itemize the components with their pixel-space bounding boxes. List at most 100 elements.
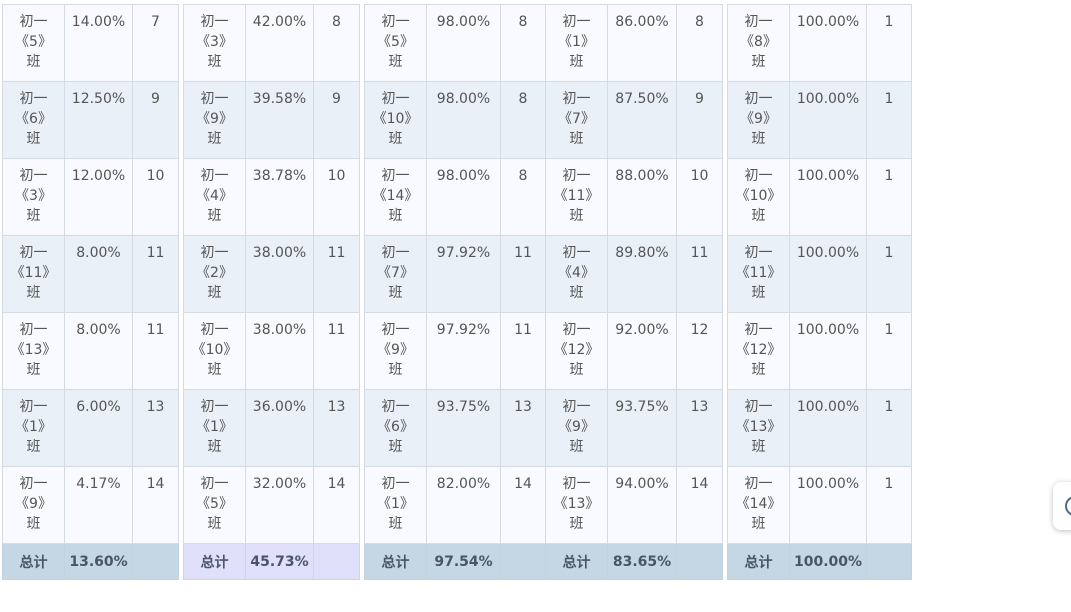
class-name-cell: 初一 《12》班 bbox=[545, 312, 608, 390]
table-row: 初一 《12》班 100.00% 1 bbox=[727, 312, 912, 390]
class-name-cell: 初一 《2》班 bbox=[183, 235, 246, 313]
class-name-cell: 初一 《14》班 bbox=[727, 466, 790, 544]
rank-cell: 9 bbox=[313, 81, 360, 159]
class-name-cell: 初一 《9》班 bbox=[364, 312, 427, 390]
class-name-cell: 初一 《11》班 bbox=[2, 235, 65, 313]
total-percentage: 97.54% bbox=[426, 543, 501, 580]
class-name-cell: 初一 《3》班 bbox=[183, 4, 246, 82]
table-row: 初一 《5》班 14.00% 7 bbox=[2, 4, 179, 82]
rank-cell: 11 bbox=[132, 312, 179, 390]
total-row: 总计 13.60% bbox=[2, 543, 179, 580]
class-name-cell: 初一 《10》班 bbox=[364, 81, 427, 159]
table-row: 初一 《9》班 4.17% 14 bbox=[2, 466, 179, 544]
table-row: 初一 《4》班 89.80% 11 bbox=[545, 235, 723, 313]
rank-cell: 1 bbox=[866, 158, 912, 236]
class-name-cell: 初一 《11》班 bbox=[545, 158, 608, 236]
class-name-cell: 初一 《7》班 bbox=[545, 81, 608, 159]
class-name-cell: 初一 《13》班 bbox=[545, 466, 608, 544]
rank-cell: 1 bbox=[866, 312, 912, 390]
rank-cell: 1 bbox=[866, 81, 912, 159]
percentage-cell: 12.00% bbox=[64, 158, 133, 236]
table-row: 初一 《5》班 32.00% 14 bbox=[183, 466, 360, 544]
class-name-cell: 初一 《1》班 bbox=[183, 389, 246, 467]
percentage-cell: 42.00% bbox=[245, 4, 314, 82]
rank-cell: 14 bbox=[132, 466, 179, 544]
table-row: 初一 《8》班 100.00% 1 bbox=[727, 4, 912, 82]
percentage-cell: 36.00% bbox=[245, 389, 314, 467]
table-row: 初一 《9》班 39.58% 9 bbox=[183, 81, 360, 159]
table-row: 初一 《11》班 8.00% 11 bbox=[2, 235, 179, 313]
total-rank bbox=[132, 543, 179, 580]
rank-cell: 1 bbox=[866, 4, 912, 82]
table-row: 初一 《1》班 86.00% 8 bbox=[545, 4, 723, 82]
class-name-cell: 初一 《1》班 bbox=[545, 4, 608, 82]
rank-cell: 10 bbox=[132, 158, 179, 236]
percentage-cell: 100.00% bbox=[789, 81, 867, 159]
rank-cell: 11 bbox=[500, 312, 546, 390]
total-label: 总计 bbox=[545, 543, 608, 580]
percentage-cell: 82.00% bbox=[426, 466, 501, 544]
total-percentage: 13.60% bbox=[64, 543, 133, 580]
ranking-table-2: 初一 《3》班 42.00% 8 初一 《9》班 39.58% 9 初一 《4》班 3… bbox=[183, 4, 360, 580]
ranking-table-3: 初一 《5》班 98.00% 8 初一 《10》班 98.00% 8 初一 《14》班… bbox=[364, 4, 546, 580]
total-percentage: 45.73% bbox=[245, 543, 314, 580]
percentage-cell: 100.00% bbox=[789, 158, 867, 236]
table-row: 初一 《13》班 8.00% 11 bbox=[2, 312, 179, 390]
percentage-cell: 100.00% bbox=[789, 235, 867, 313]
percentage-cell: 93.75% bbox=[426, 389, 501, 467]
table-row: 初一 《11》班 100.00% 1 bbox=[727, 235, 912, 313]
class-name-cell: 初一 《10》班 bbox=[183, 312, 246, 390]
rank-cell: 10 bbox=[676, 158, 723, 236]
percentage-cell: 100.00% bbox=[789, 466, 867, 544]
rank-cell: 9 bbox=[132, 81, 179, 159]
table-row: 初一 《13》班 100.00% 1 bbox=[727, 389, 912, 467]
rank-cell: 14 bbox=[500, 466, 546, 544]
table-row: 初一 《6》班 12.50% 9 bbox=[2, 81, 179, 159]
class-name-cell: 初一 《9》班 bbox=[545, 389, 608, 467]
percentage-cell: 94.00% bbox=[607, 466, 677, 544]
total-percentage: 83.65% bbox=[607, 543, 677, 580]
class-name-cell: 初一 《14》班 bbox=[364, 158, 427, 236]
rank-cell: 9 bbox=[676, 81, 723, 159]
assistant-icon bbox=[1065, 496, 1071, 516]
class-name-cell: 初一 《1》班 bbox=[2, 389, 65, 467]
class-name-cell: 初一 《1》班 bbox=[364, 466, 427, 544]
percentage-cell: 38.00% bbox=[245, 235, 314, 313]
rank-cell: 11 bbox=[500, 235, 546, 313]
table-row: 初一 《10》班 100.00% 1 bbox=[727, 158, 912, 236]
table-row: 初一 《14》班 98.00% 8 bbox=[364, 158, 546, 236]
percentage-cell: 86.00% bbox=[607, 4, 677, 82]
class-name-cell: 初一 《4》班 bbox=[545, 235, 608, 313]
table-row: 初一 《5》班 98.00% 8 bbox=[364, 4, 546, 82]
rank-cell: 1 bbox=[866, 235, 912, 313]
class-name-cell: 初一 《11》班 bbox=[727, 235, 790, 313]
percentage-cell: 89.80% bbox=[607, 235, 677, 313]
rank-cell: 11 bbox=[676, 235, 723, 313]
table-row: 初一 《3》班 42.00% 8 bbox=[183, 4, 360, 82]
rank-cell: 1 bbox=[866, 466, 912, 544]
rank-cell: 10 bbox=[313, 158, 360, 236]
floating-assistant-button[interactable] bbox=[1053, 482, 1071, 530]
class-name-cell: 初一 《8》班 bbox=[727, 4, 790, 82]
total-label: 总计 bbox=[2, 543, 65, 580]
percentage-cell: 88.00% bbox=[607, 158, 677, 236]
total-rank bbox=[866, 543, 912, 580]
rank-cell: 13 bbox=[500, 389, 546, 467]
percentage-cell: 38.78% bbox=[245, 158, 314, 236]
class-name-cell: 初一 《10》班 bbox=[727, 158, 790, 236]
percentage-cell: 12.50% bbox=[64, 81, 133, 159]
class-name-cell: 初一 《9》班 bbox=[2, 466, 65, 544]
percentage-cell: 8.00% bbox=[64, 312, 133, 390]
class-name-cell: 初一 《9》班 bbox=[183, 81, 246, 159]
table-row: 初一 《11》班 88.00% 10 bbox=[545, 158, 723, 236]
percentage-cell: 87.50% bbox=[607, 81, 677, 159]
percentage-cell: 97.92% bbox=[426, 312, 501, 390]
percentage-cell: 93.75% bbox=[607, 389, 677, 467]
table-row: 初一 《12》班 92.00% 12 bbox=[545, 312, 723, 390]
rank-cell: 8 bbox=[500, 4, 546, 82]
table-row: 初一 《1》班 82.00% 14 bbox=[364, 466, 546, 544]
class-name-cell: 初一 《6》班 bbox=[2, 81, 65, 159]
rank-cell: 8 bbox=[500, 81, 546, 159]
rank-cell: 11 bbox=[313, 235, 360, 313]
total-label: 总计 bbox=[727, 543, 790, 580]
